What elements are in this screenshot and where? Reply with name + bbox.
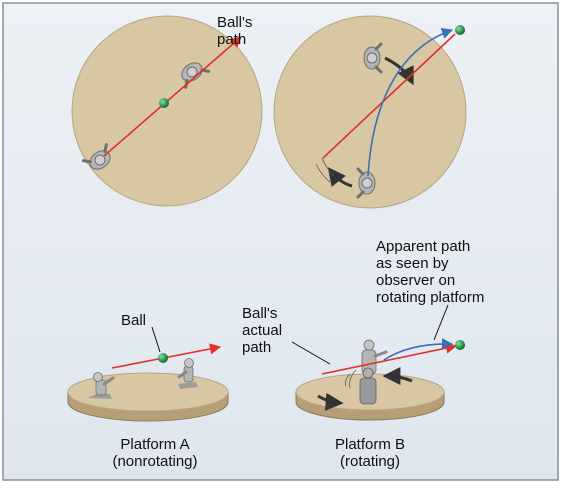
ball-icon [158,353,168,363]
ball-label: Ball [121,312,147,329]
catcher-figure-icon [177,358,198,389]
rotation-arrow-icon [382,367,413,386]
platform-b-label: Platform B (rotating) [334,436,406,470]
ball-label-leader [151,326,161,353]
actual-path-label-leader [291,341,331,365]
actual-path-arrow [322,33,456,159]
apparent-path-label: Apparent path as seen by observer on rot… [376,238,485,306]
apparent-path-label-leader [433,304,449,341]
apparent-path-arrow [383,338,454,361]
thrower-figure-icon [356,167,376,199]
ball-icon [455,25,465,35]
ball-icon [455,340,465,350]
platform-a-top-view [71,15,263,207]
thrower-figure-icon [361,339,388,375]
platform-b-perspective [291,304,465,421]
platform-a-label: Platform A (nonrotating) [112,436,198,470]
rotation-arrow-icon [317,392,344,411]
catcher-figure-icon [359,367,377,405]
thrower-figure-icon [81,143,111,170]
rotation-arrow-icon [327,167,353,188]
ball-path-arrow [103,36,242,157]
actual-path-arrow [321,342,458,375]
apparent-path-arrow [367,28,454,177]
catcher-figure-icon [363,42,383,74]
platform-a-perspective [67,326,229,422]
balls-path-label: Ball's path [217,14,253,48]
thrower-figure-icon [88,372,115,399]
ball-icon [159,98,169,108]
platform-b-top-view [273,15,467,209]
rotation-arrow-icon [384,56,414,86]
balls-actual-path-label: Ball's actual path [242,305,283,356]
